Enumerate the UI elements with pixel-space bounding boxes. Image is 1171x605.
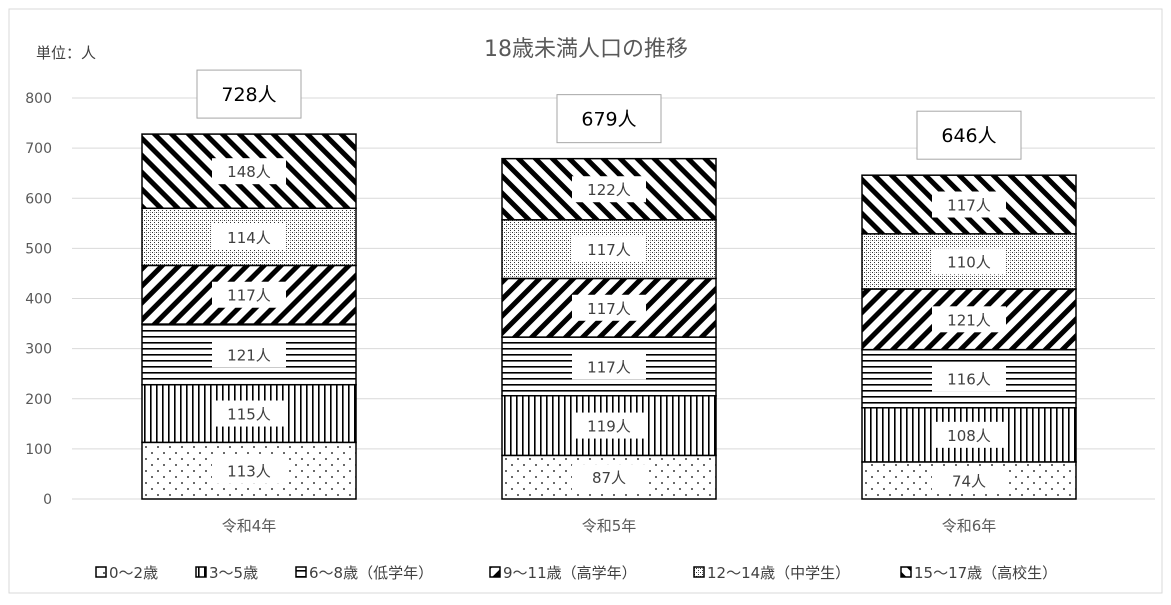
data-label: 117人	[227, 287, 271, 305]
legend: 0～2歳 3～5歳 6～8歳（低学年） 9～11歳（高学年） 12～14歳（中学生） 15…	[95, 564, 1057, 582]
bars: 113人 115人 121人 117人 114人 148人 728人 87人 119人 117人 1…	[141, 69, 1077, 500]
data-label-box	[572, 353, 646, 380]
legend-label: 12～14歳（中学生）	[707, 564, 850, 582]
total-label: 646人	[941, 125, 996, 147]
data-label-box	[212, 341, 286, 368]
legend-swatch	[95, 566, 107, 578]
data-label: 117人	[587, 300, 631, 318]
data-label: 148人	[227, 163, 271, 181]
legend-label: 3～5歳	[209, 564, 258, 582]
total-label: 728人	[221, 84, 276, 106]
data-label-box	[572, 294, 646, 321]
legend-swatch	[295, 566, 307, 578]
x-axis-categories: 令和4年 令和5年 令和6年	[222, 517, 997, 535]
legend-label: 6～8歳（低学年）	[309, 564, 433, 582]
data-label: 114人	[227, 229, 271, 247]
legend-label: 0～2歳	[109, 564, 158, 582]
y-tick-label: 300	[25, 342, 52, 358]
data-label-box	[932, 365, 1006, 392]
bar-segment	[501, 394, 717, 457]
data-label: 113人	[227, 463, 271, 481]
data-label-box	[572, 412, 646, 439]
y-tick-label: 0	[43, 492, 52, 508]
legend-label: 9～11歳（高学年）	[503, 564, 637, 582]
total-label: 679人	[581, 109, 636, 131]
y-tick-label: 700	[25, 141, 52, 157]
data-label: 110人	[947, 253, 991, 271]
unit-label: 単位：人	[36, 44, 96, 62]
chart-title: 18歳未満人口の推移	[484, 37, 688, 62]
data-label: 117人	[587, 358, 631, 376]
y-tick-label: 600	[25, 191, 52, 207]
total-label-box	[196, 69, 302, 119]
data-label-box	[212, 281, 286, 308]
bar-segment	[141, 207, 357, 267]
data-label: 122人	[587, 181, 631, 199]
y-tick-label: 500	[25, 241, 52, 257]
legend-label: 15～17歳（高校生）	[914, 564, 1057, 582]
legend-swatch	[693, 566, 705, 578]
x-category-label: 令和4年	[222, 517, 277, 535]
data-label-box	[572, 464, 646, 491]
data-label: 121人	[227, 346, 271, 364]
data-label: 117人	[947, 197, 991, 215]
data-label: 117人	[587, 241, 631, 259]
data-label-box	[572, 236, 646, 263]
data-label-box	[212, 400, 286, 427]
x-category-label: 令和5年	[582, 517, 637, 535]
data-label: 115人	[227, 406, 271, 424]
data-label-box	[212, 158, 286, 185]
y-tick-label: 100	[25, 442, 52, 458]
data-label-box	[932, 421, 1006, 448]
y-axis-ticks: 0 100 200 300 400 500 600 700 800	[25, 91, 52, 508]
legend-swatch	[489, 566, 501, 578]
legend-swatch	[900, 566, 912, 578]
data-label: 74人	[952, 472, 986, 490]
data-label-box	[932, 306, 1006, 333]
y-tick-label: 400	[25, 292, 52, 308]
data-label: 116人	[947, 371, 991, 389]
data-label: 119人	[587, 418, 631, 436]
total-label-box	[556, 94, 662, 144]
data-label: 108人	[947, 427, 991, 445]
data-label-box	[932, 191, 1006, 218]
data-label-box	[212, 457, 286, 484]
data-label-box	[932, 467, 1006, 494]
legend-swatch	[195, 566, 207, 578]
total-label-box	[916, 110, 1022, 160]
y-tick-label: 800	[25, 91, 52, 107]
data-label: 121人	[947, 311, 991, 329]
data-label-box	[212, 223, 286, 250]
data-label-box	[932, 248, 1006, 275]
data-label-box	[572, 176, 646, 203]
data-label: 87人	[592, 469, 626, 487]
y-tick-label: 200	[25, 392, 52, 408]
x-category-label: 令和6年	[942, 517, 997, 535]
